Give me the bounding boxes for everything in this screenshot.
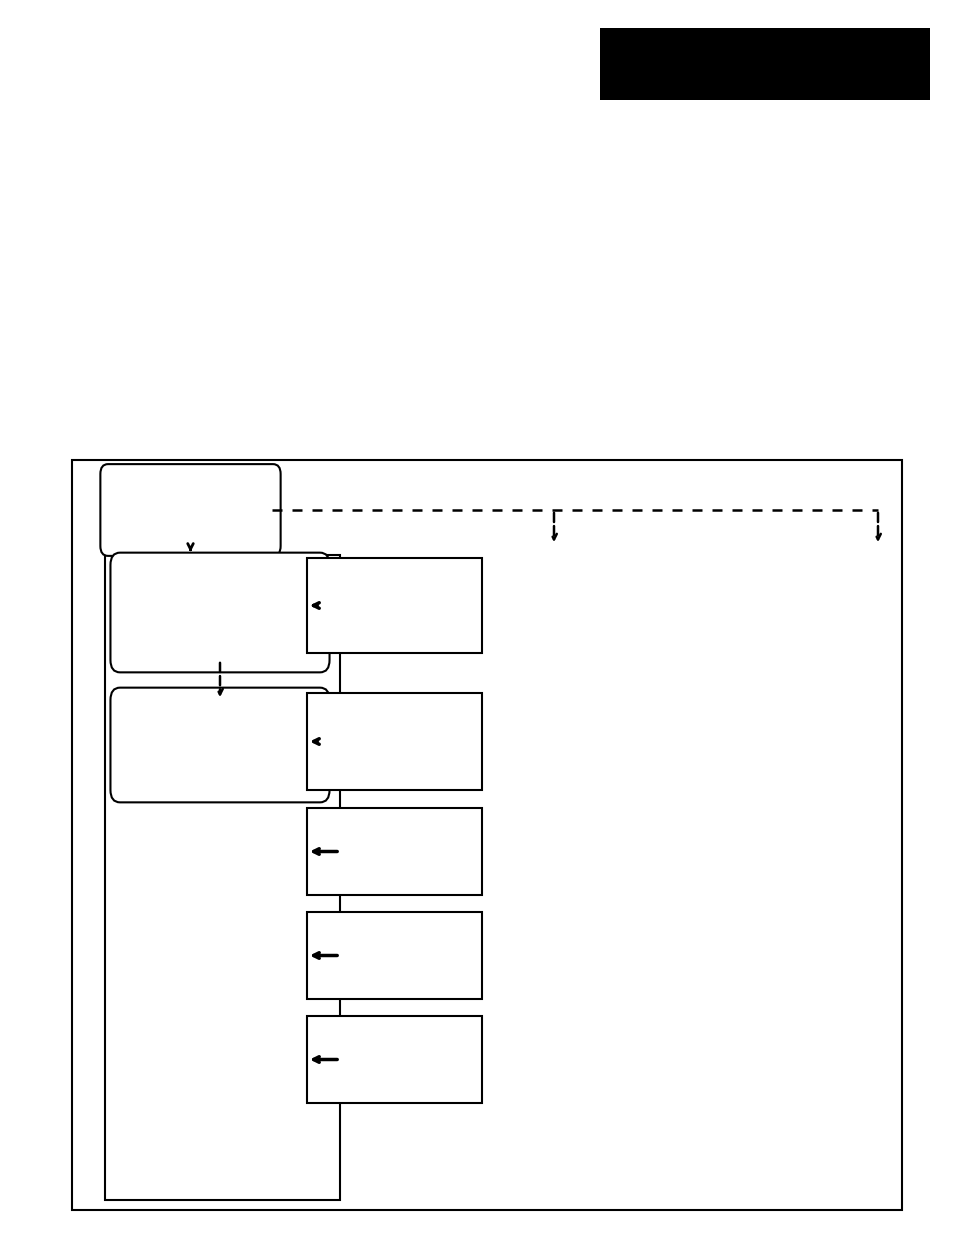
FancyBboxPatch shape bbox=[111, 552, 329, 672]
Bar bbox=[307, 558, 481, 653]
Bar bbox=[71, 459, 901, 1210]
Bar bbox=[599, 28, 929, 100]
Bar bbox=[307, 1016, 481, 1103]
Bar bbox=[307, 911, 481, 999]
Bar bbox=[105, 555, 339, 1200]
Bar bbox=[307, 808, 481, 895]
Bar bbox=[307, 693, 481, 790]
FancyBboxPatch shape bbox=[100, 464, 280, 556]
FancyBboxPatch shape bbox=[111, 688, 329, 803]
